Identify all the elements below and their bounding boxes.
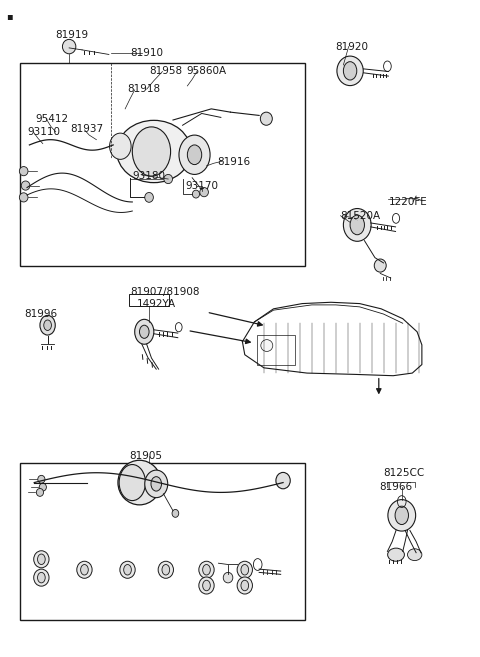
Ellipse shape (77, 561, 92, 578)
Ellipse shape (119, 464, 145, 501)
Ellipse shape (120, 561, 135, 578)
Ellipse shape (203, 580, 210, 591)
Ellipse shape (200, 187, 208, 196)
Ellipse shape (44, 320, 51, 330)
Ellipse shape (241, 564, 249, 575)
Ellipse shape (199, 577, 214, 594)
Ellipse shape (343, 208, 371, 241)
Text: 8125CC: 8125CC (384, 468, 425, 478)
Ellipse shape (192, 190, 200, 198)
Ellipse shape (350, 215, 364, 235)
Bar (20, 463, 305, 620)
Text: 81937: 81937 (70, 124, 103, 134)
Ellipse shape (19, 193, 28, 202)
Text: 93180: 93180 (132, 171, 165, 181)
Text: 81905: 81905 (129, 451, 162, 461)
Ellipse shape (132, 127, 170, 176)
Ellipse shape (118, 461, 161, 505)
Ellipse shape (36, 488, 44, 496)
Ellipse shape (203, 564, 210, 575)
Ellipse shape (241, 580, 249, 591)
Text: 81919: 81919 (56, 30, 89, 40)
Text: 81996: 81996 (24, 309, 58, 319)
Ellipse shape (158, 561, 173, 578)
Text: 1220FE: 1220FE (388, 197, 427, 207)
Ellipse shape (81, 564, 88, 575)
Ellipse shape (237, 561, 252, 578)
Ellipse shape (34, 551, 49, 568)
Ellipse shape (109, 133, 131, 160)
Text: 95412: 95412 (35, 114, 68, 124)
Ellipse shape (37, 572, 45, 583)
Ellipse shape (395, 506, 408, 524)
Ellipse shape (260, 112, 272, 125)
Ellipse shape (34, 569, 49, 586)
Ellipse shape (162, 564, 169, 575)
Bar (20, 63, 305, 266)
Text: 81910: 81910 (130, 48, 163, 58)
Ellipse shape (117, 120, 191, 183)
Ellipse shape (223, 572, 233, 583)
Text: ▪: ▪ (6, 11, 13, 21)
Ellipse shape (276, 472, 290, 489)
Ellipse shape (21, 181, 30, 190)
Text: 81918: 81918 (128, 84, 161, 94)
Ellipse shape (39, 484, 47, 491)
Ellipse shape (37, 554, 45, 564)
Text: 93110: 93110 (27, 127, 60, 137)
Ellipse shape (237, 577, 252, 594)
Text: 1492YA: 1492YA (137, 298, 176, 309)
Ellipse shape (124, 564, 132, 575)
Text: 81920: 81920 (336, 41, 369, 52)
Ellipse shape (261, 340, 273, 351)
Ellipse shape (179, 135, 210, 174)
Ellipse shape (343, 62, 357, 80)
Ellipse shape (164, 174, 172, 183)
FancyBboxPatch shape (130, 294, 168, 306)
Ellipse shape (135, 319, 154, 344)
Ellipse shape (374, 259, 386, 272)
Text: 81916: 81916 (217, 157, 250, 167)
Text: 81907/81908: 81907/81908 (130, 287, 199, 297)
Ellipse shape (140, 325, 149, 338)
Text: 81958: 81958 (149, 66, 182, 76)
Ellipse shape (199, 561, 214, 578)
Ellipse shape (145, 470, 168, 497)
Ellipse shape (62, 39, 76, 54)
Ellipse shape (38, 476, 45, 484)
Ellipse shape (172, 509, 179, 517)
Ellipse shape (187, 145, 202, 165)
Bar (257, 335, 295, 365)
Ellipse shape (337, 56, 363, 85)
Text: 93170: 93170 (185, 181, 218, 191)
Ellipse shape (19, 167, 28, 175)
Text: 81520A: 81520A (340, 211, 381, 221)
Text: 81966: 81966 (379, 482, 412, 492)
Ellipse shape (145, 193, 154, 202)
Ellipse shape (388, 499, 416, 531)
Ellipse shape (151, 477, 161, 491)
Ellipse shape (388, 548, 405, 561)
Ellipse shape (408, 549, 422, 560)
Ellipse shape (40, 315, 55, 335)
Text: 95860A: 95860A (186, 66, 227, 76)
